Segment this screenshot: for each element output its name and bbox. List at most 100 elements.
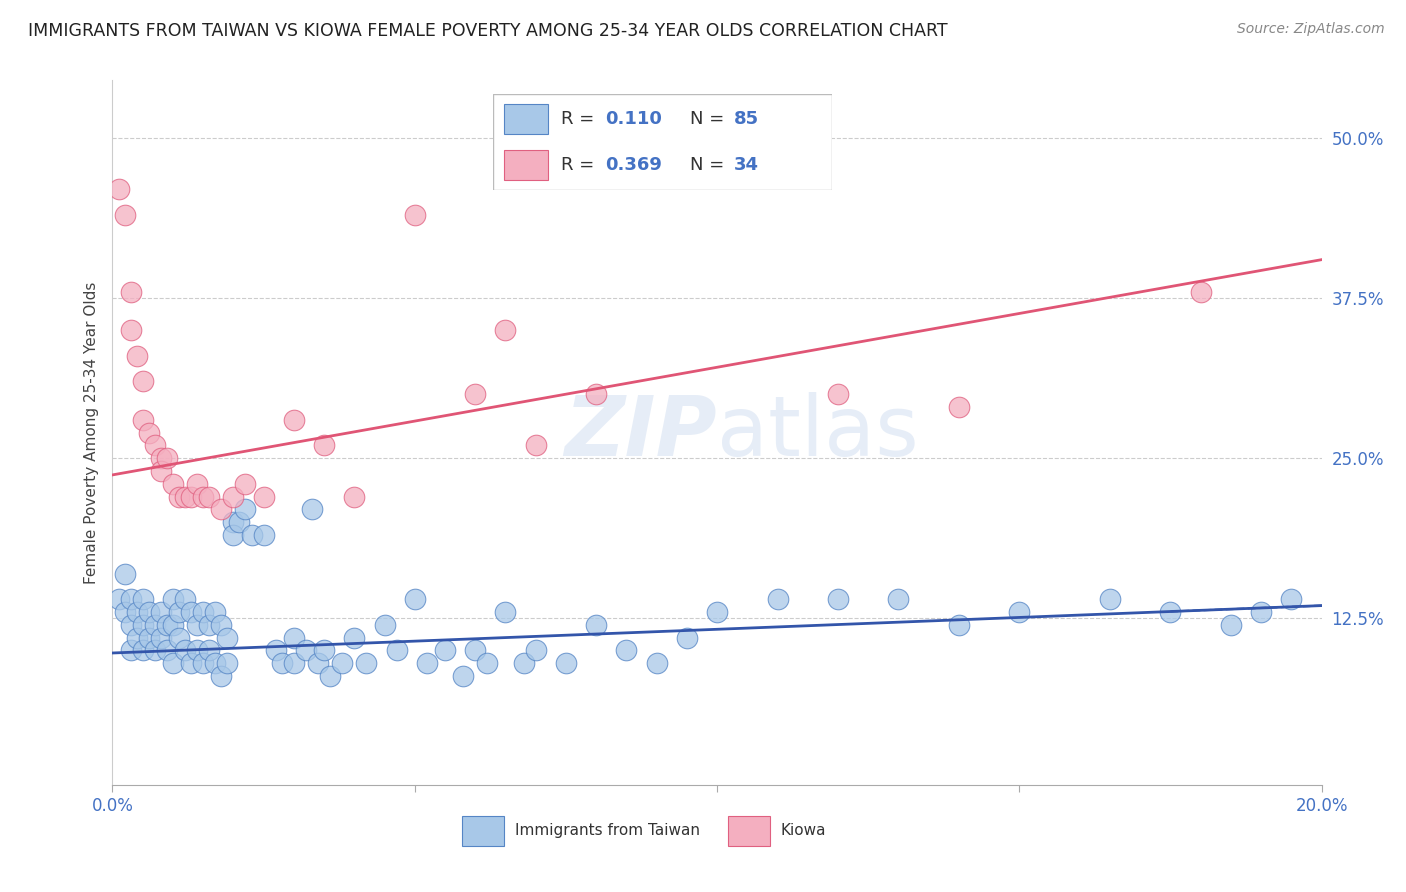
Point xyxy=(1189,285,1212,299)
Point xyxy=(222,528,245,542)
Point xyxy=(162,657,184,671)
Point xyxy=(512,657,534,671)
Point xyxy=(114,605,136,619)
Point xyxy=(706,605,728,619)
Point xyxy=(186,643,208,657)
Point xyxy=(253,490,276,504)
Point xyxy=(156,617,179,632)
Point xyxy=(186,617,208,632)
Point xyxy=(143,617,166,632)
Point xyxy=(404,592,426,607)
Point xyxy=(125,605,148,619)
Point xyxy=(1250,605,1272,619)
Text: Source: ZipAtlas.com: Source: ZipAtlas.com xyxy=(1237,22,1385,37)
Point xyxy=(585,387,607,401)
Point xyxy=(222,490,245,504)
Text: ZIP: ZIP xyxy=(564,392,717,473)
Point xyxy=(191,605,214,619)
Point xyxy=(524,643,547,657)
Point xyxy=(645,657,668,671)
Point xyxy=(319,669,342,683)
Point xyxy=(120,617,142,632)
Point xyxy=(585,617,607,632)
Point xyxy=(149,451,172,466)
Point xyxy=(433,643,456,657)
Point xyxy=(138,631,160,645)
Point xyxy=(314,643,336,657)
Point xyxy=(554,657,576,671)
Point xyxy=(416,657,439,671)
Point xyxy=(167,605,190,619)
Point xyxy=(167,490,190,504)
Point xyxy=(314,438,336,452)
Point xyxy=(217,657,239,671)
Point xyxy=(675,631,697,645)
Point xyxy=(1159,605,1181,619)
Point xyxy=(524,438,547,452)
Point xyxy=(198,490,221,504)
Point xyxy=(343,631,366,645)
Point xyxy=(827,387,849,401)
Point xyxy=(180,605,202,619)
Point xyxy=(174,592,197,607)
Point xyxy=(120,592,142,607)
Point xyxy=(107,592,129,607)
Point xyxy=(143,438,166,452)
Point xyxy=(495,323,517,337)
Point xyxy=(132,413,155,427)
Point xyxy=(120,643,142,657)
Point xyxy=(295,643,318,657)
Point xyxy=(464,387,486,401)
Point xyxy=(204,657,226,671)
Point xyxy=(209,502,232,516)
Point xyxy=(138,425,160,440)
Point xyxy=(228,516,250,530)
Point xyxy=(120,285,142,299)
Point xyxy=(149,631,172,645)
Point xyxy=(283,657,305,671)
Point xyxy=(495,605,517,619)
Point xyxy=(343,490,366,504)
Point xyxy=(204,605,226,619)
Point xyxy=(301,502,323,516)
Point xyxy=(174,490,197,504)
Point xyxy=(356,657,378,671)
Point xyxy=(264,643,287,657)
Point xyxy=(191,657,214,671)
Point xyxy=(167,631,190,645)
Point xyxy=(180,490,202,504)
Point xyxy=(616,643,638,657)
Point xyxy=(114,208,136,222)
Point xyxy=(132,375,155,389)
Point xyxy=(162,617,184,632)
Point xyxy=(948,400,970,414)
Text: IMMIGRANTS FROM TAIWAN VS KIOWA FEMALE POVERTY AMONG 25-34 YEAR OLDS CORRELATION: IMMIGRANTS FROM TAIWAN VS KIOWA FEMALE P… xyxy=(28,22,948,40)
Point xyxy=(477,657,499,671)
Point xyxy=(283,631,305,645)
Point xyxy=(191,490,214,504)
Point xyxy=(107,182,129,196)
Point xyxy=(209,617,232,632)
Point xyxy=(149,464,172,478)
Point xyxy=(240,528,263,542)
Point xyxy=(162,592,184,607)
Point xyxy=(235,502,257,516)
Point xyxy=(156,451,179,466)
Point xyxy=(149,605,172,619)
Point xyxy=(209,669,232,683)
Text: atlas: atlas xyxy=(717,392,918,473)
Point xyxy=(948,617,970,632)
Point xyxy=(766,592,789,607)
Point xyxy=(464,643,486,657)
Point xyxy=(1098,592,1121,607)
Point xyxy=(114,566,136,581)
Point xyxy=(198,617,221,632)
Point xyxy=(132,617,155,632)
Point xyxy=(174,643,197,657)
Point xyxy=(156,643,179,657)
Point xyxy=(404,208,426,222)
Y-axis label: Female Poverty Among 25-34 Year Olds: Female Poverty Among 25-34 Year Olds xyxy=(83,282,98,583)
Point xyxy=(235,476,257,491)
Point xyxy=(143,643,166,657)
Point xyxy=(125,349,148,363)
